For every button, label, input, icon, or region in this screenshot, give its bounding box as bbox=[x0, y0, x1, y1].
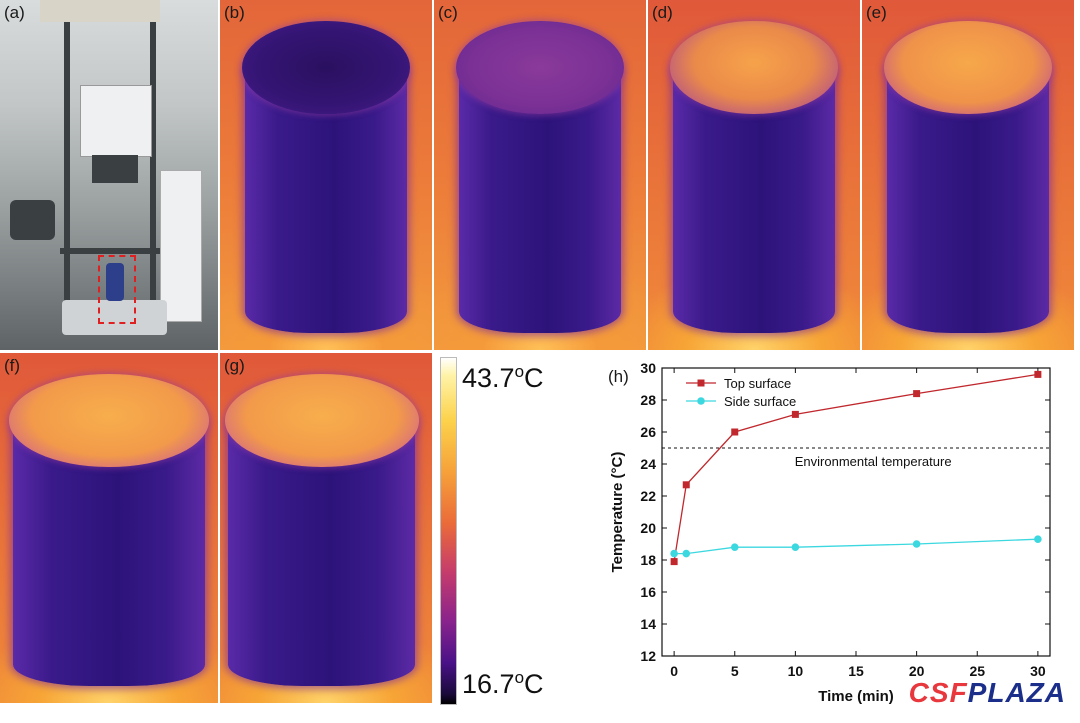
y-tick-label: 28 bbox=[640, 392, 656, 408]
data-point-side-surface bbox=[731, 543, 739, 551]
sample-cylinder-thermal bbox=[245, 21, 406, 333]
reflector-board bbox=[160, 170, 202, 322]
panel-label-c: (c) bbox=[438, 3, 458, 23]
data-point-top-surface bbox=[731, 429, 738, 436]
watermark-part2: PLAZA bbox=[968, 677, 1066, 708]
sample-cylinder-thermal bbox=[887, 21, 1048, 333]
data-point-side-surface bbox=[1034, 535, 1042, 543]
thermal-camera bbox=[10, 200, 55, 240]
panel-e-thermal: (e) bbox=[862, 0, 1074, 350]
x-tick-label: 15 bbox=[848, 663, 864, 679]
colorbar-max-value: 43.7 bbox=[462, 363, 515, 393]
y-tick-label: 16 bbox=[640, 584, 656, 600]
x-tick-label: 5 bbox=[731, 663, 739, 679]
csfplaza-watermark: CSFPLAZA bbox=[909, 677, 1066, 709]
panel-label-g: (g) bbox=[224, 356, 245, 376]
sample-cylinder-thermal bbox=[459, 21, 620, 333]
panel-label-a: (a) bbox=[4, 3, 25, 23]
y-tick-label: 30 bbox=[640, 360, 656, 376]
plot-frame bbox=[662, 368, 1050, 656]
y-tick-label: 14 bbox=[640, 616, 656, 632]
data-point-top-surface bbox=[671, 558, 678, 565]
sample-cylinder-thermal bbox=[228, 374, 415, 686]
rack-post-left bbox=[64, 22, 70, 322]
legend-marker-1 bbox=[697, 397, 705, 405]
rack-post-right bbox=[150, 22, 156, 322]
panel-d-thermal: (d) bbox=[648, 0, 860, 350]
cylinder-top bbox=[225, 374, 419, 467]
reference-line-label: Environmental temperature bbox=[795, 454, 952, 469]
rack-shelf bbox=[60, 248, 160, 254]
y-tick-label: 20 bbox=[640, 520, 656, 536]
cylinder-top bbox=[9, 374, 209, 467]
cylinder-top bbox=[670, 21, 838, 114]
y-tick-label: 26 bbox=[640, 424, 656, 440]
data-point-side-surface bbox=[792, 543, 800, 551]
data-point-side-surface bbox=[913, 540, 921, 548]
sample-cylinder-thermal bbox=[13, 374, 205, 686]
data-point-side-surface bbox=[670, 550, 678, 558]
colorbar-max-label: 43.7oC bbox=[462, 362, 544, 394]
panel-label-b: (b) bbox=[224, 3, 245, 23]
chart-panel-label: (h) bbox=[608, 367, 629, 386]
y-tick-label: 12 bbox=[640, 648, 656, 664]
panel-label-e: (e) bbox=[866, 3, 887, 23]
series-line-1 bbox=[674, 539, 1038, 553]
y-axis-label: Temperature (°C) bbox=[609, 452, 626, 573]
watermark-part1: CSF bbox=[909, 677, 968, 708]
y-tick-label: 24 bbox=[640, 456, 656, 472]
panel-label-f: (f) bbox=[4, 356, 20, 376]
panel-g-thermal: (g) bbox=[220, 353, 432, 703]
y-tick-label: 18 bbox=[640, 552, 656, 568]
colorbar-min-value: 16.7 bbox=[462, 669, 515, 699]
highlight-sample-box bbox=[98, 255, 136, 324]
temperature-colorbar bbox=[440, 357, 457, 705]
panel-a-photo: (a) bbox=[0, 0, 218, 350]
y-tick-label: 22 bbox=[640, 488, 656, 504]
cylinder-top bbox=[456, 21, 624, 114]
cylinder-top bbox=[884, 21, 1052, 114]
light-source-lens bbox=[92, 155, 138, 183]
lamp-housing bbox=[40, 0, 160, 22]
x-axis-label: Time (min) bbox=[818, 688, 894, 705]
panel-b-thermal: (b) bbox=[220, 0, 432, 350]
data-point-side-surface bbox=[682, 550, 690, 558]
legend-marker-0 bbox=[698, 380, 705, 387]
data-point-top-surface bbox=[1034, 371, 1041, 378]
panel-f-thermal: (f) bbox=[0, 353, 218, 703]
x-tick-label: 10 bbox=[788, 663, 804, 679]
panel-label-d: (d) bbox=[652, 3, 673, 23]
legend-label-1: Side surface bbox=[724, 394, 796, 409]
data-point-top-surface bbox=[683, 481, 690, 488]
colorbar-max-degree: o bbox=[515, 362, 524, 381]
colorbar-min-label: 16.7oC bbox=[462, 668, 544, 700]
data-point-top-surface bbox=[792, 411, 799, 418]
data-point-top-surface bbox=[913, 390, 920, 397]
colorbar-min-degree: o bbox=[515, 668, 524, 687]
sample-cylinder-thermal bbox=[673, 21, 834, 333]
legend-label-0: Top surface bbox=[724, 376, 791, 391]
light-source-box bbox=[80, 85, 152, 157]
cylinder-top bbox=[242, 21, 410, 114]
colorbar-max-unit: C bbox=[524, 363, 544, 393]
colorbar-min-unit: C bbox=[524, 669, 544, 699]
panel-c-thermal: (c) bbox=[434, 0, 646, 350]
x-tick-label: 0 bbox=[670, 663, 678, 679]
